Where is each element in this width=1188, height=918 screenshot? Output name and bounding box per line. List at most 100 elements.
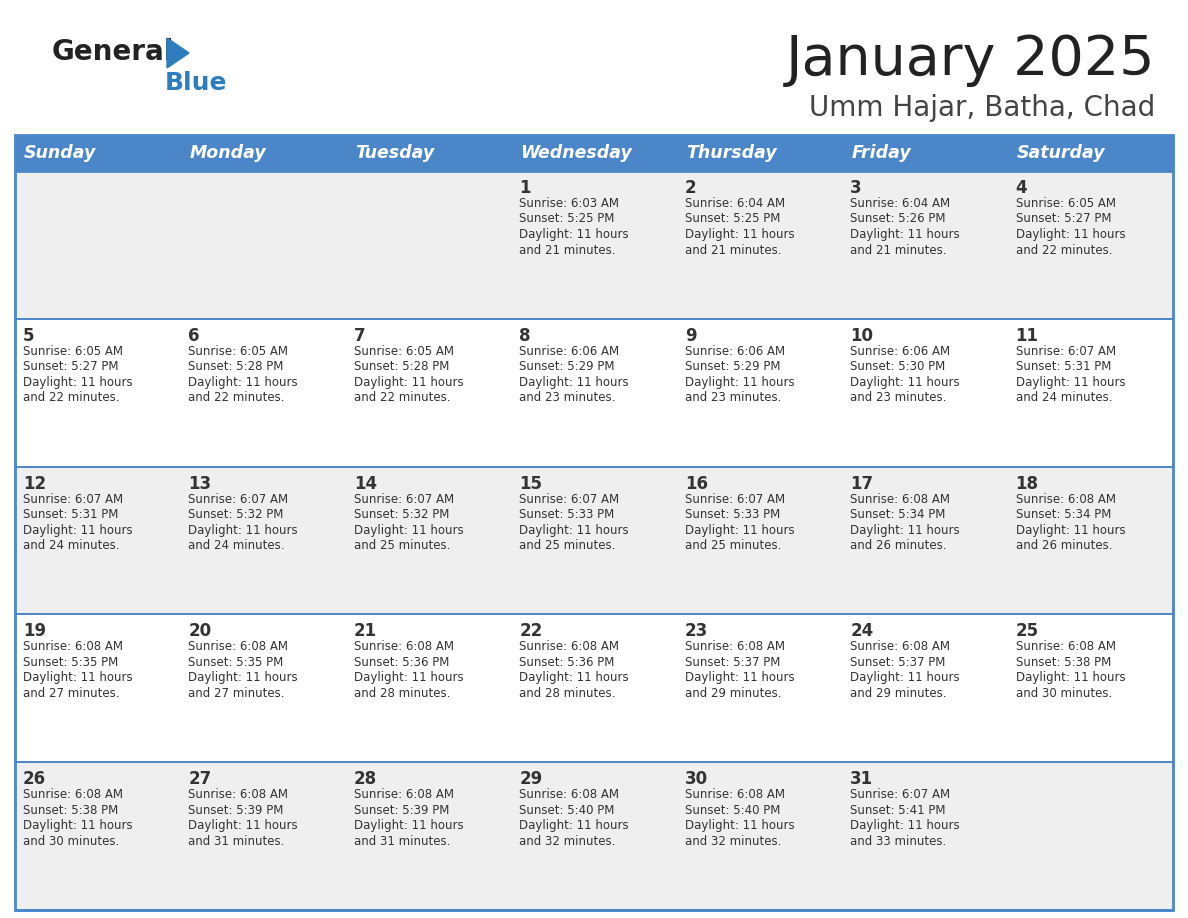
Text: Daylight: 11 hours: Daylight: 11 hours xyxy=(519,819,628,833)
Bar xyxy=(15,135,1173,910)
Text: and 27 minutes.: and 27 minutes. xyxy=(189,687,285,700)
Text: Daylight: 11 hours: Daylight: 11 hours xyxy=(519,375,628,389)
Text: Sunset: 5:27 PM: Sunset: 5:27 PM xyxy=(23,360,119,374)
Text: Daylight: 11 hours: Daylight: 11 hours xyxy=(189,671,298,685)
Text: and 31 minutes.: and 31 minutes. xyxy=(354,834,450,847)
Text: and 21 minutes.: and 21 minutes. xyxy=(519,243,615,256)
Text: and 27 minutes.: and 27 minutes. xyxy=(23,687,120,700)
Text: 3: 3 xyxy=(851,179,861,197)
Text: 10: 10 xyxy=(851,327,873,345)
Text: Daylight: 11 hours: Daylight: 11 hours xyxy=(851,819,960,833)
Text: 22: 22 xyxy=(519,622,543,641)
Text: 30: 30 xyxy=(684,770,708,789)
Text: and 32 minutes.: and 32 minutes. xyxy=(519,834,615,847)
Text: Sunset: 5:32 PM: Sunset: 5:32 PM xyxy=(189,508,284,521)
Text: Sunrise: 6:08 AM: Sunrise: 6:08 AM xyxy=(519,789,619,801)
Bar xyxy=(15,135,1173,171)
Text: 25: 25 xyxy=(1016,622,1038,641)
Text: and 21 minutes.: and 21 minutes. xyxy=(684,243,782,256)
Text: and 32 minutes.: and 32 minutes. xyxy=(684,834,781,847)
Text: Sunset: 5:35 PM: Sunset: 5:35 PM xyxy=(23,655,119,669)
Text: Sunrise: 6:07 AM: Sunrise: 6:07 AM xyxy=(23,493,124,506)
Text: and 23 minutes.: and 23 minutes. xyxy=(851,391,947,404)
Text: and 26 minutes.: and 26 minutes. xyxy=(1016,539,1112,552)
Text: Sunset: 5:38 PM: Sunset: 5:38 PM xyxy=(1016,655,1111,669)
Text: Sunrise: 6:05 AM: Sunrise: 6:05 AM xyxy=(23,345,124,358)
Text: Daylight: 11 hours: Daylight: 11 hours xyxy=(851,228,960,241)
Text: 12: 12 xyxy=(23,475,46,493)
Text: and 23 minutes.: and 23 minutes. xyxy=(519,391,615,404)
Text: Sunset: 5:38 PM: Sunset: 5:38 PM xyxy=(23,803,119,817)
Text: Daylight: 11 hours: Daylight: 11 hours xyxy=(684,228,795,241)
Text: Sunrise: 6:06 AM: Sunrise: 6:06 AM xyxy=(684,345,785,358)
Text: 11: 11 xyxy=(1016,327,1038,345)
Text: Daylight: 11 hours: Daylight: 11 hours xyxy=(1016,375,1125,389)
Text: Sunrise: 6:07 AM: Sunrise: 6:07 AM xyxy=(1016,345,1116,358)
Text: Daylight: 11 hours: Daylight: 11 hours xyxy=(189,375,298,389)
Text: Daylight: 11 hours: Daylight: 11 hours xyxy=(23,671,133,685)
Text: Sunset: 5:39 PM: Sunset: 5:39 PM xyxy=(354,803,449,817)
Text: Sunrise: 6:08 AM: Sunrise: 6:08 AM xyxy=(189,789,289,801)
Text: Sunrise: 6:06 AM: Sunrise: 6:06 AM xyxy=(851,345,950,358)
Text: 21: 21 xyxy=(354,622,377,641)
Text: 29: 29 xyxy=(519,770,543,789)
Text: Sunset: 5:28 PM: Sunset: 5:28 PM xyxy=(189,360,284,374)
Text: Sunrise: 6:08 AM: Sunrise: 6:08 AM xyxy=(519,641,619,654)
Text: and 29 minutes.: and 29 minutes. xyxy=(684,687,782,700)
Text: Sunrise: 6:08 AM: Sunrise: 6:08 AM xyxy=(851,493,950,506)
Bar xyxy=(15,171,1173,319)
Text: and 26 minutes.: and 26 minutes. xyxy=(851,539,947,552)
Text: 20: 20 xyxy=(189,622,211,641)
Text: Daylight: 11 hours: Daylight: 11 hours xyxy=(519,228,628,241)
Text: and 29 minutes.: and 29 minutes. xyxy=(851,687,947,700)
Text: Thursday: Thursday xyxy=(685,144,777,162)
Text: Wednesday: Wednesday xyxy=(520,144,632,162)
Text: and 24 minutes.: and 24 minutes. xyxy=(189,539,285,552)
Text: and 24 minutes.: and 24 minutes. xyxy=(23,539,120,552)
Text: Sunrise: 6:06 AM: Sunrise: 6:06 AM xyxy=(519,345,619,358)
Text: 8: 8 xyxy=(519,327,531,345)
Bar xyxy=(15,614,1173,762)
Text: 5: 5 xyxy=(23,327,34,345)
Text: Sunset: 5:26 PM: Sunset: 5:26 PM xyxy=(851,212,946,226)
Text: 24: 24 xyxy=(851,622,873,641)
Text: Sunset: 5:36 PM: Sunset: 5:36 PM xyxy=(354,655,449,669)
Text: Sunset: 5:34 PM: Sunset: 5:34 PM xyxy=(851,508,946,521)
Text: Daylight: 11 hours: Daylight: 11 hours xyxy=(851,375,960,389)
Text: Daylight: 11 hours: Daylight: 11 hours xyxy=(684,375,795,389)
Text: and 33 minutes.: and 33 minutes. xyxy=(851,834,947,847)
Text: Sunrise: 6:08 AM: Sunrise: 6:08 AM xyxy=(23,641,124,654)
Text: Sunset: 5:30 PM: Sunset: 5:30 PM xyxy=(851,360,946,374)
Text: Daylight: 11 hours: Daylight: 11 hours xyxy=(851,671,960,685)
Text: and 30 minutes.: and 30 minutes. xyxy=(23,834,119,847)
Text: 18: 18 xyxy=(1016,475,1038,493)
Text: Sunrise: 6:04 AM: Sunrise: 6:04 AM xyxy=(851,197,950,210)
Text: Sunset: 5:25 PM: Sunset: 5:25 PM xyxy=(684,212,781,226)
Text: and 22 minutes.: and 22 minutes. xyxy=(354,391,450,404)
Text: Daylight: 11 hours: Daylight: 11 hours xyxy=(1016,228,1125,241)
Text: Sunrise: 6:05 AM: Sunrise: 6:05 AM xyxy=(354,345,454,358)
Text: Blue: Blue xyxy=(165,71,227,95)
Text: Sunset: 5:37 PM: Sunset: 5:37 PM xyxy=(851,655,946,669)
Text: 26: 26 xyxy=(23,770,46,789)
Text: and 23 minutes.: and 23 minutes. xyxy=(684,391,781,404)
Text: Sunrise: 6:04 AM: Sunrise: 6:04 AM xyxy=(684,197,785,210)
Text: Friday: Friday xyxy=(851,144,911,162)
Text: Daylight: 11 hours: Daylight: 11 hours xyxy=(354,671,463,685)
Text: Daylight: 11 hours: Daylight: 11 hours xyxy=(23,819,133,833)
Text: and 28 minutes.: and 28 minutes. xyxy=(354,687,450,700)
Text: Sunrise: 6:08 AM: Sunrise: 6:08 AM xyxy=(354,789,454,801)
Text: Daylight: 11 hours: Daylight: 11 hours xyxy=(23,523,133,537)
Text: and 22 minutes.: and 22 minutes. xyxy=(189,391,285,404)
Text: Sunrise: 6:08 AM: Sunrise: 6:08 AM xyxy=(189,641,289,654)
Text: Sunrise: 6:05 AM: Sunrise: 6:05 AM xyxy=(1016,197,1116,210)
Text: Sunset: 5:27 PM: Sunset: 5:27 PM xyxy=(1016,212,1111,226)
Text: Sunset: 5:31 PM: Sunset: 5:31 PM xyxy=(23,508,119,521)
Text: Sunset: 5:39 PM: Sunset: 5:39 PM xyxy=(189,803,284,817)
Text: Sunrise: 6:05 AM: Sunrise: 6:05 AM xyxy=(189,345,289,358)
Text: Sunrise: 6:08 AM: Sunrise: 6:08 AM xyxy=(354,641,454,654)
Text: Sunset: 5:33 PM: Sunset: 5:33 PM xyxy=(519,508,614,521)
Text: and 22 minutes.: and 22 minutes. xyxy=(1016,243,1112,256)
Text: Monday: Monday xyxy=(189,144,266,162)
Text: Sunrise: 6:08 AM: Sunrise: 6:08 AM xyxy=(684,789,785,801)
